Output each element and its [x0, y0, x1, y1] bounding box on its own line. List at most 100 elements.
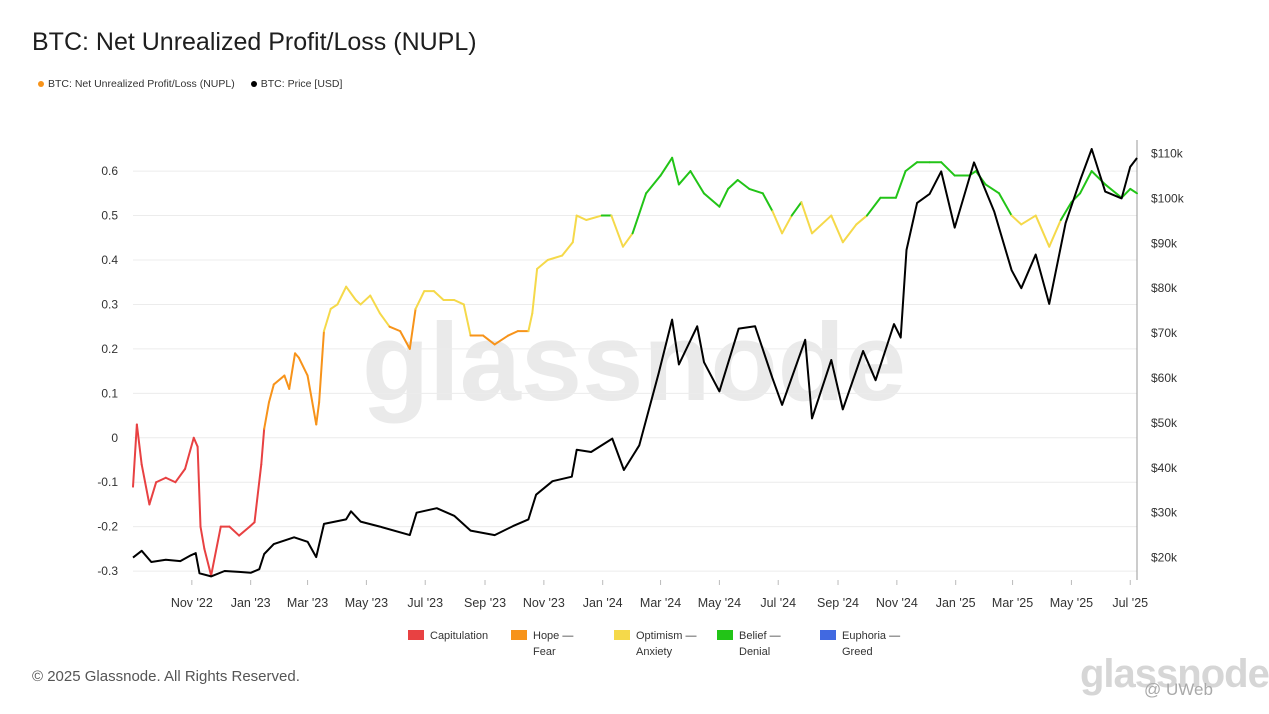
x-tick-label: Mar '24 — [640, 596, 681, 610]
nupl-line-segment — [546, 254, 564, 261]
legend-label-nupl: BTC: Net Unrealized Profit/Loss (NUPL) — [48, 78, 235, 90]
legend-item-nupl[interactable]: BTC: Net Unrealized Profit/Loss (NUPL) — [38, 78, 235, 90]
x-tick-label: Sep '23 — [464, 596, 506, 610]
phase-swatch-belief-denial — [717, 630, 733, 640]
nupl-line-segment — [1129, 187, 1138, 195]
y-left-tick-label: -0.1 — [97, 475, 118, 489]
nupl-line-segment — [272, 374, 286, 386]
y-right-tick-label: $20k — [1151, 551, 1178, 565]
x-tick-label: May '23 — [345, 596, 388, 610]
nupl-line-segment — [527, 312, 534, 333]
phase-optimism-anxiety[interactable]: Optimism — Anxiety — [614, 628, 717, 660]
nupl-line-segment — [210, 525, 222, 577]
phase-text-hope-fear: Hope — Fear — [533, 628, 573, 660]
phase-hope-fear[interactable]: Hope — Fear — [511, 628, 614, 660]
nupl-line-segment — [482, 334, 496, 346]
nupl-line-segment — [135, 423, 143, 466]
nupl-line-segment — [329, 303, 339, 310]
nupl-line-segment — [399, 330, 411, 350]
y-right-tick-label: $30k — [1151, 506, 1178, 520]
nupl-line-segment — [1059, 201, 1073, 221]
nupl-line-segment — [228, 525, 241, 537]
nupl-line-segment — [820, 214, 833, 226]
nupl-line-segment — [288, 352, 297, 390]
nupl-line-segment — [810, 223, 823, 235]
nupl-line-segment — [645, 174, 662, 195]
nupl-line-segment — [408, 307, 417, 350]
nupl-line-segment — [1048, 219, 1062, 248]
legend-dot-nupl — [38, 81, 44, 87]
y-right-tick-label: $90k — [1151, 236, 1178, 250]
nupl-line-segment — [260, 427, 266, 466]
nupl-line-segment — [414, 290, 426, 310]
phase-label: Euphoria — — [842, 630, 901, 642]
overlay-watermark: @ UWeb — [1144, 680, 1213, 699]
x-tick-label: Jan '25 — [936, 596, 976, 610]
nupl-line-segment — [199, 525, 206, 550]
phase-label-2: Greed — [842, 646, 873, 658]
nupl-line-segment — [536, 259, 549, 270]
x-tick-label: Nov '22 — [171, 596, 213, 610]
nupl-line-segment — [164, 476, 177, 484]
nupl-line-segment — [432, 290, 445, 301]
nupl-line-segment — [689, 170, 705, 195]
nupl-line-segment — [132, 423, 138, 488]
price-line — [132, 148, 1138, 578]
nupl-line-segment — [571, 214, 578, 244]
nupl-line-segment — [263, 401, 270, 430]
nupl-line-segment — [865, 196, 882, 217]
nupl-line-segment — [507, 330, 519, 337]
nupl-line-segment — [718, 187, 730, 208]
nupl-line-segment — [830, 214, 844, 244]
nupl-line-segment — [140, 463, 151, 506]
series-legend: BTC: Net Unrealized Profit/Loss (NUPL) B… — [38, 78, 342, 90]
phase-belief-denial[interactable]: Belief — Denial — [717, 628, 820, 660]
y-right-tick-label: $40k — [1151, 461, 1178, 475]
nupl-line-segment — [345, 285, 357, 301]
nupl-line-segment — [322, 307, 332, 333]
y-right-tick-label: $110k — [1151, 146, 1184, 160]
nupl-line-segment — [306, 374, 318, 426]
nupl-line-segment — [610, 214, 624, 248]
nupl-line-segment — [748, 187, 764, 195]
x-tick-label: Jul '24 — [760, 596, 796, 610]
nupl-line-segment — [904, 161, 919, 173]
nupl-line-segment — [359, 294, 372, 306]
nupl-line-segment — [771, 210, 784, 235]
nupl-line-segment — [378, 312, 391, 328]
phase-label-2: Anxiety — [636, 646, 673, 658]
nupl-line-segment — [800, 201, 813, 235]
nupl-line-segment — [1034, 214, 1051, 248]
nupl-line-segment — [203, 547, 213, 577]
nupl-line-segment — [677, 170, 692, 186]
phase-label: Optimism — — [636, 630, 697, 642]
nupl-line-segment — [761, 192, 774, 213]
nupl-line-segment — [855, 214, 868, 226]
phase-text-capitulation: Capitulation — [430, 628, 488, 644]
phase-swatch-hope-fear — [511, 630, 527, 640]
x-tick-label: May '24 — [698, 596, 741, 610]
nupl-line-segment — [462, 303, 472, 337]
nupl-line-segment — [318, 330, 325, 404]
x-tick-label: Mar '23 — [287, 596, 328, 610]
phase-swatch-euphoria-greed — [820, 630, 836, 640]
phase-swatch-optimism-anxiety — [614, 630, 630, 640]
y-left-tick-label: -0.3 — [97, 564, 118, 578]
x-tick-label: Jul '25 — [1112, 596, 1148, 610]
phase-capitulation[interactable]: Capitulation — [408, 628, 511, 660]
phase-text-euphoria-greed: Euphoria — Greed — [842, 628, 900, 660]
x-tick-label: Jan '23 — [231, 596, 271, 610]
nupl-line-segment — [1079, 170, 1093, 195]
nupl-line-segment — [184, 436, 195, 470]
series-group — [132, 148, 1138, 578]
nupl-line-segment — [940, 161, 956, 177]
phase-label: Belief — — [739, 630, 781, 642]
nupl-line-segment — [238, 525, 251, 537]
legend-item-price[interactable]: BTC: Price [USD] — [250, 78, 342, 90]
y-right-tick-label: $100k — [1151, 191, 1185, 205]
nupl-line-segment — [248, 521, 256, 528]
y-left-tick-label: 0.3 — [101, 297, 118, 311]
nupl-line-segment — [315, 401, 321, 426]
phase-euphoria-greed[interactable]: Euphoria — Greed — [820, 628, 923, 660]
nupl-line-segment — [148, 481, 158, 506]
